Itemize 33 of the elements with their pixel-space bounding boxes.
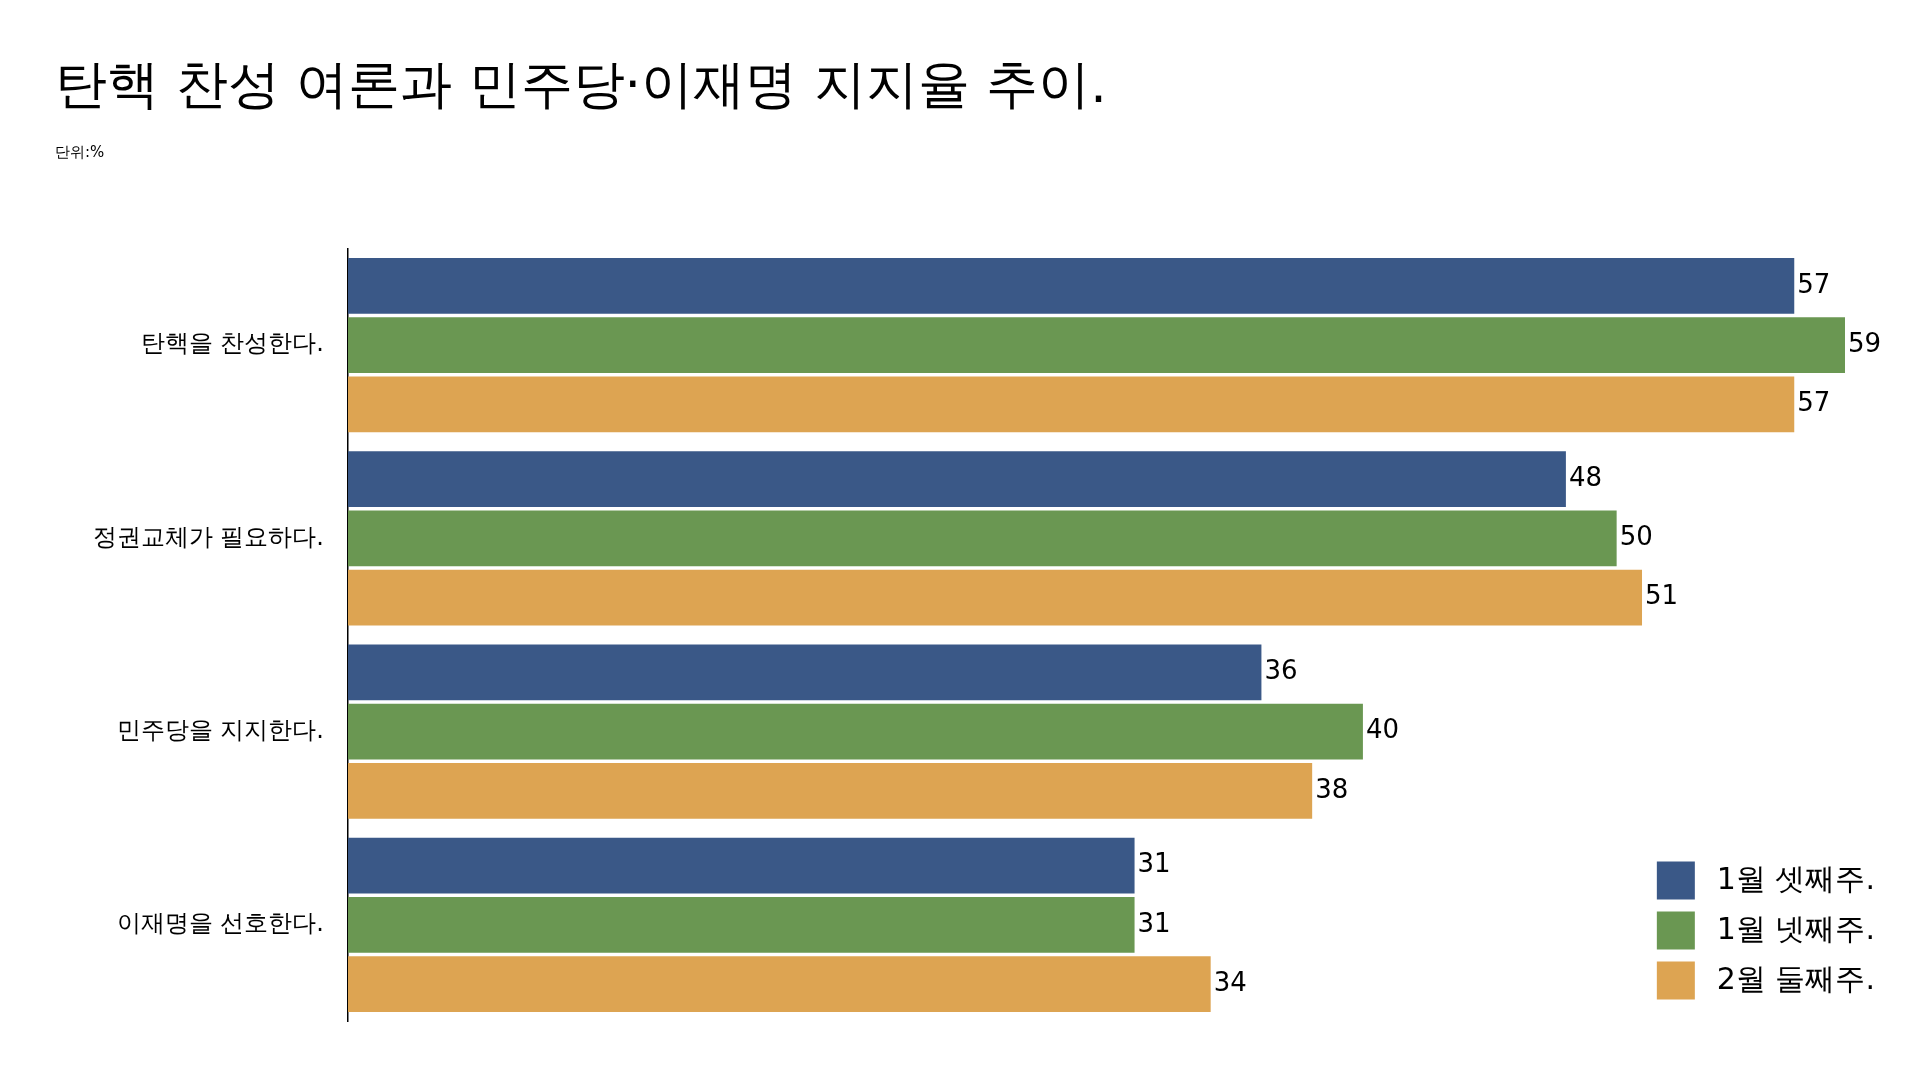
legend-label: 1월 넷째주.: [1716, 911, 1876, 947]
bar: [348, 257, 1795, 314]
data-label: 59: [1848, 327, 1882, 358]
data-label: 34: [1213, 966, 1247, 997]
bar: [348, 897, 1135, 953]
data-label: 50: [1619, 521, 1653, 552]
bar: [348, 703, 1363, 760]
text: 단위:%: [55, 143, 105, 162]
bar: [348, 837, 1135, 894]
bar: [348, 317, 1845, 373]
data-label: 36: [1264, 655, 1298, 686]
data-label: 31: [1137, 907, 1171, 938]
bar: [348, 644, 1262, 701]
data-label: 48: [1568, 461, 1602, 492]
data-label: 57: [1797, 268, 1831, 299]
legend-label: 2월 둘째주.: [1716, 961, 1876, 997]
y-tick-label: 이재명을 선호한다.: [116, 909, 324, 938]
bar: [348, 451, 1566, 507]
legend-label: 1월 셋째주.: [1716, 861, 1876, 897]
y-tick-label: 정권교체가 필요하다.: [92, 522, 324, 551]
y-tick-label: 탄핵을 찬성한다.: [140, 329, 324, 358]
chart-title: 탄핵 찬성 여론과 민주당·이재명 지지율 추이.: [55, 53, 1107, 116]
data-label: 31: [1137, 848, 1171, 879]
bar: [348, 763, 1313, 819]
data-label: 57: [1797, 387, 1831, 418]
data-label: 38: [1315, 773, 1349, 804]
bar: [348, 956, 1211, 1013]
data-label: 51: [1645, 580, 1679, 611]
bar: [348, 569, 1643, 626]
y-tick-label: 민주당을 지지한다.: [116, 715, 324, 744]
data-label: 40: [1365, 714, 1400, 745]
bar: [348, 376, 1795, 433]
bar: [348, 510, 1617, 567]
